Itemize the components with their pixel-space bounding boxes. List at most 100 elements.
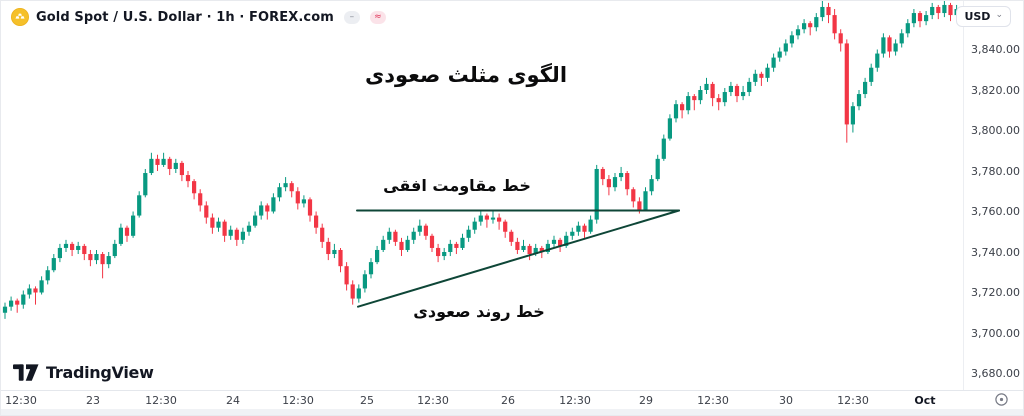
candle-body bbox=[350, 284, 355, 299]
candle-body bbox=[143, 173, 148, 196]
candle-body bbox=[667, 118, 672, 139]
time-axis-label: 12:30 bbox=[697, 394, 729, 407]
candle-body bbox=[509, 231, 514, 242]
candle-body bbox=[564, 235, 569, 246]
time-axis-label: 12:30 bbox=[417, 394, 449, 407]
candle-body bbox=[15, 300, 20, 305]
candle-body bbox=[869, 67, 874, 82]
candle-body bbox=[710, 83, 715, 99]
gold-symbol-icon bbox=[11, 8, 29, 26]
candle-body bbox=[51, 258, 56, 271]
price-axis-label: 3,820.00 bbox=[971, 83, 1020, 97]
candle-body bbox=[917, 13, 923, 22]
candle-body bbox=[826, 6, 831, 16]
candle-body bbox=[808, 23, 813, 28]
candle-body bbox=[893, 43, 898, 52]
candle-body bbox=[673, 104, 679, 119]
candle-body bbox=[545, 243, 550, 252]
tradingview-logo-icon bbox=[13, 363, 39, 381]
candle-body bbox=[375, 249, 380, 263]
candle-body bbox=[436, 247, 441, 257]
candle-body bbox=[76, 245, 81, 250]
symbol-title[interactable]: Gold Spot / U.S. Dollar · 1h · FOREX.com bbox=[36, 9, 334, 25]
candle-body bbox=[131, 215, 136, 236]
currency-label: USD bbox=[964, 10, 991, 23]
candle-body bbox=[741, 92, 746, 97]
candle-body bbox=[631, 189, 636, 202]
candle-body bbox=[332, 249, 337, 255]
delayed-data-badge[interactable]: ≈ bbox=[369, 10, 386, 24]
time-axis[interactable]: 12:30 23 12:30 24 12:30 25 12:30 26 12:30 29 12:30… bbox=[1, 391, 963, 410]
candle-body bbox=[155, 158, 160, 165]
candle-body bbox=[45, 270, 50, 281]
candle-body bbox=[698, 90, 703, 101]
ascending-support-line[interactable] bbox=[357, 209, 680, 308]
candle-body bbox=[271, 197, 276, 212]
candlestick-chart[interactable] bbox=[1, 1, 1024, 390]
candle-body bbox=[301, 199, 306, 204]
candle-body bbox=[222, 221, 227, 236]
candle-body bbox=[692, 96, 697, 101]
time-axis-label: 12:30 bbox=[559, 394, 591, 407]
candle-body bbox=[777, 51, 782, 58]
annotation-trendline-label[interactable]: خط روند صعودی bbox=[413, 302, 545, 321]
candle-body bbox=[905, 23, 910, 34]
candle-body bbox=[460, 237, 465, 248]
candle-body bbox=[478, 215, 483, 222]
candle-body bbox=[338, 249, 343, 267]
candle-body bbox=[173, 162, 178, 169]
candle-body bbox=[253, 215, 258, 226]
candle-body bbox=[21, 294, 26, 305]
candle-body bbox=[844, 43, 849, 125]
chevron-down-icon: ⌄ bbox=[995, 10, 1003, 20]
candles-layer bbox=[2, 1, 959, 319]
candle-body bbox=[551, 239, 557, 244]
annotation-pattern-title[interactable]: الگوی مثلث صعودی bbox=[364, 63, 568, 87]
time-settings-icon[interactable] bbox=[994, 392, 1009, 407]
candle-body bbox=[728, 85, 733, 93]
candle-body bbox=[832, 15, 837, 34]
candle-body bbox=[942, 4, 947, 14]
candle-body bbox=[643, 191, 648, 210]
tradingview-logo[interactable]: TradingView bbox=[13, 363, 154, 382]
candle-body bbox=[795, 29, 801, 36]
candle-body bbox=[387, 231, 392, 240]
candle-body bbox=[930, 6, 935, 16]
price-axis-label: 3,740.00 bbox=[971, 245, 1020, 259]
price-axis-label: 3,720.00 bbox=[971, 286, 1020, 299]
candle-body bbox=[454, 243, 459, 248]
candle-body bbox=[759, 73, 764, 78]
candle-body bbox=[198, 193, 203, 206]
candle-body bbox=[362, 274, 367, 289]
candle-body bbox=[423, 225, 428, 236]
time-axis-label: 25 bbox=[360, 394, 374, 407]
bottom-strip bbox=[1, 409, 1023, 415]
candle-body bbox=[582, 225, 587, 232]
candle-body bbox=[179, 162, 184, 176]
candle-body bbox=[137, 195, 142, 216]
candle-body bbox=[838, 33, 843, 44]
annotation-resistance-label[interactable]: خط مقاومت افقی bbox=[383, 176, 531, 195]
candle-body bbox=[307, 199, 313, 216]
candle-body bbox=[2, 306, 8, 313]
price-axis-label: 3,800.00 bbox=[971, 124, 1020, 137]
candle-body bbox=[216, 221, 221, 228]
candle-body bbox=[192, 181, 197, 194]
symbol-header[interactable]: Gold Spot / U.S. Dollar · 1h · FOREX.com… bbox=[11, 6, 386, 28]
candle-body bbox=[295, 191, 300, 204]
candle-body bbox=[497, 217, 502, 222]
time-axis-label: 29 bbox=[639, 394, 653, 407]
price-axis-label: 3,780.00 bbox=[971, 164, 1020, 178]
candle-body bbox=[802, 23, 807, 30]
candle-body bbox=[167, 158, 172, 169]
price-axis[interactable]: 3,840.00 3,820.00 3,800.00 3,780.00 3,760.00… bbox=[971, 1, 1023, 390]
time-axis-label: 24 bbox=[226, 394, 240, 407]
currency-selector[interactable]: USD ⌄ bbox=[956, 6, 1011, 27]
candle-body bbox=[625, 173, 630, 190]
time-axis-label: Oct bbox=[914, 394, 936, 407]
candle-body bbox=[558, 239, 563, 246]
market-status-badge[interactable]: – bbox=[343, 10, 360, 24]
candle-body bbox=[924, 15, 929, 22]
candle-body bbox=[161, 158, 166, 165]
